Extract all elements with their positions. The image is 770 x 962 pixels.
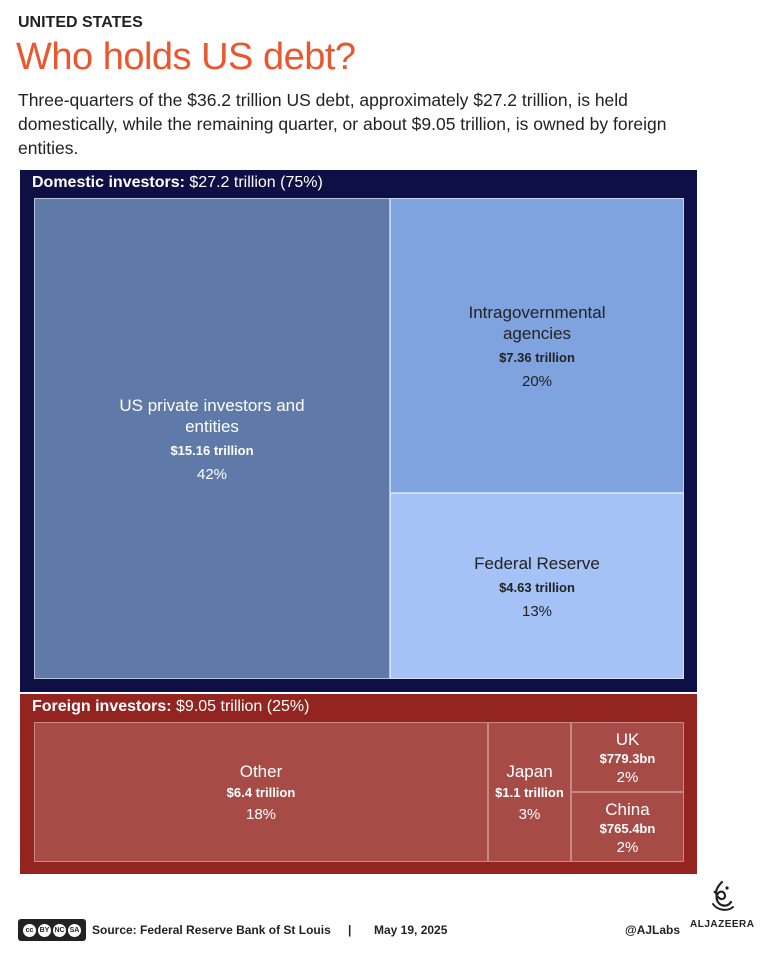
cell-value: $15.16 trillion [170, 442, 254, 458]
footer-separator: | [348, 923, 352, 937]
cc-mark: cc [23, 923, 36, 937]
cc-by-mark: BY [38, 923, 51, 937]
cell-percent: 2% [616, 838, 639, 856]
ajlabs-handle: @AJLabs [625, 923, 681, 937]
foreign-label: Foreign investors: [32, 698, 172, 715]
cell-percent: 2% [616, 768, 639, 786]
cell-name: China [605, 799, 650, 819]
creative-commons-license-icon: cc BY NC SA [18, 919, 86, 941]
treemap-cell-uk: UK $779.3bn 2% [571, 722, 684, 792]
cell-name: UK [615, 729, 640, 749]
cell-value: $4.63 trillion [499, 579, 575, 595]
cell-percent: 20% [521, 372, 553, 390]
treemap-cell-china: China $765.4bn 2% [571, 792, 684, 862]
domestic-label: Domestic investors: [32, 174, 185, 191]
cell-name: US private investors and entities [119, 395, 305, 436]
domestic-panel: Domestic investors: $27.2 trillion (75%)… [20, 170, 697, 692]
foreign-header: Foreign investors: $9.05 trillion (25%) [32, 698, 309, 716]
cell-value: $7.36 trillion [499, 349, 575, 365]
cc-sa-mark: SA [68, 923, 81, 937]
cell-percent: 42% [196, 465, 228, 483]
cell-value: $6.4 trillion [226, 785, 296, 800]
logo-wordmark: ALJAZEERA [690, 919, 755, 930]
cell-percent: 3% [518, 806, 541, 823]
domestic-total: $27.2 trillion (75%) [189, 174, 323, 191]
cell-value: $779.3bn [599, 750, 656, 766]
foreign-total: $9.05 trillion (25%) [176, 698, 310, 715]
treemap-cell-private: US private investors and entities $15.16… [34, 198, 390, 679]
foreign-panel: Foreign investors: $9.05 trillion (25%) … [20, 694, 697, 874]
cell-name: Japan [506, 762, 553, 781]
cell-percent: 13% [521, 602, 553, 620]
page-subtitle: Three-quarters of the $36.2 trillion US … [18, 90, 667, 158]
source-text: Source: Federal Reserve Bank of St Louis [92, 923, 331, 937]
treemap-cell-federal-reserve: Federal Reserve $4.63 trillion 13% [390, 493, 684, 679]
page-title: Who holds US debt? [16, 36, 356, 78]
aljazeera-logo-icon [712, 880, 734, 911]
treemap-cell-other: Other $6.4 trillion 18% [34, 722, 488, 862]
aljazeera-logo: ALJAZEERA [690, 880, 754, 930]
treemap-cell-intragov: Intragovernmental agencies $7.36 trillio… [390, 198, 684, 493]
cell-name: Intragovernmental agencies [468, 302, 606, 343]
footer: cc BY NC SA Source: Federal Reserve Bank… [18, 880, 758, 948]
cell-name: Other [239, 762, 283, 781]
treemap-cell-japan: Japan $1.1 trillion 3% [488, 722, 571, 862]
cell-value: $1.1 trillion [495, 785, 564, 800]
cell-name: Federal Reserve [474, 553, 600, 573]
cell-percent: 18% [245, 806, 277, 823]
domestic-header: Domestic investors: $27.2 trillion (75%) [32, 174, 323, 192]
cc-nc-mark: NC [53, 923, 66, 937]
kicker: UNITED STATES [18, 14, 143, 31]
cell-value: $765.4bn [599, 820, 656, 836]
publish-date: May 19, 2025 [374, 923, 448, 937]
